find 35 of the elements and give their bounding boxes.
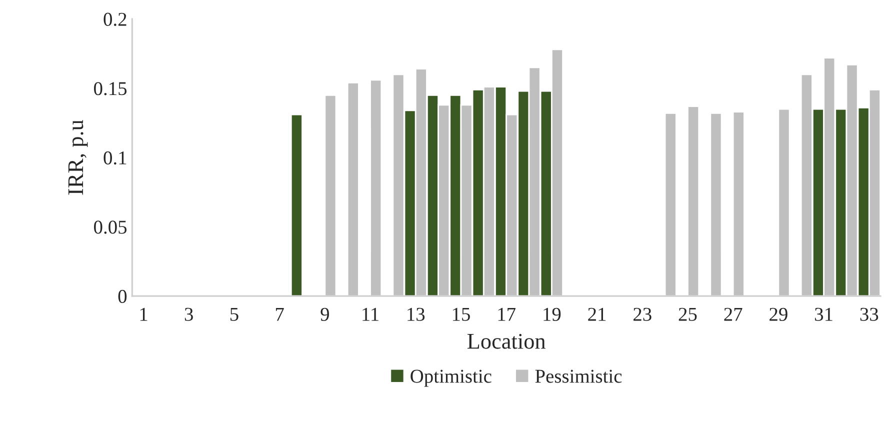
x-tick-label: 7 [276, 308, 284, 321]
x-tick-label: 5 [230, 308, 238, 321]
legend-label: Pessimistic [535, 370, 622, 383]
y-tick-label: 0.15 [94, 82, 127, 96]
x-tick-label: 19 [544, 308, 561, 321]
x-tick-label: 11 [362, 308, 378, 321]
y-tick-label: 0.2 [104, 12, 126, 26]
y-axis-title: IRR, p.u [68, 120, 88, 195]
bar [346, 82, 360, 296]
bar [290, 114, 303, 296]
bar [370, 79, 382, 296]
x-tick-label: 33 [860, 308, 878, 321]
x-tick-label: 17 [498, 308, 516, 321]
x-tick-label: 13 [408, 308, 425, 321]
bar [324, 94, 337, 296]
x-axis-title: Location [467, 334, 546, 349]
legend-label: Optimistic [410, 370, 492, 387]
x-tick-label: 21 [588, 308, 606, 321]
x-tick-label: 1 [140, 308, 148, 321]
x-tick-label: 29 [770, 308, 788, 321]
y-tick-label: 0.1 [104, 151, 126, 165]
bar [732, 111, 745, 296]
x-tick-label: 25 [678, 308, 697, 321]
x-tick-label: 15 [452, 308, 470, 321]
x-tick-label: 23 [634, 308, 652, 321]
y-tick-label: 0.05 [94, 220, 127, 234]
bar [664, 112, 677, 296]
bar [778, 108, 790, 296]
bar [710, 112, 722, 296]
x-tick-label: 3 [184, 308, 193, 321]
x-tick-label: 31 [815, 308, 832, 321]
bar [687, 106, 700, 296]
y-tick-label: 0 [118, 290, 127, 304]
x-tick-label: 9 [320, 308, 329, 321]
x-tick-label: 27 [724, 308, 742, 321]
